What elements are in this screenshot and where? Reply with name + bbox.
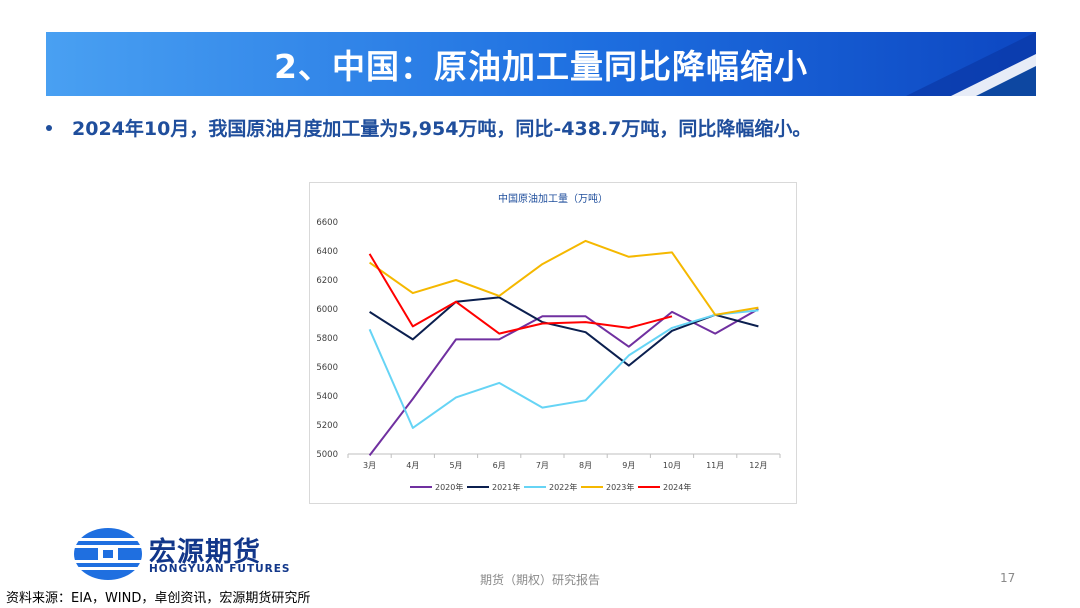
y-tick-label: 5400	[316, 392, 338, 402]
x-tick-label: 7月	[536, 461, 549, 470]
series-line-2022年	[368, 309, 759, 429]
x-tick-label: 3月	[363, 461, 376, 470]
x-tick-label: 4月	[406, 461, 419, 470]
title-banner: 2、中国：原油加工量同比降幅缩小	[46, 32, 1036, 96]
x-tick-label: 11月	[706, 461, 724, 470]
legend-label: 2023年	[606, 482, 634, 492]
x-tick-label: 9月	[622, 461, 635, 470]
series-line-2023年	[369, 239, 759, 316]
bullet-text: 2024年10月，我国原油月度加工量为5,954万吨，同比-438.7万吨，同比…	[72, 118, 812, 140]
y-tick-label: 6000	[316, 305, 338, 315]
x-tick-label: 6月	[493, 461, 506, 470]
x-tick-label: 5月	[449, 461, 462, 470]
y-tick-label: 5800	[316, 334, 338, 344]
source-note: 资料来源：EIA，WIND，卓创资讯，宏源期货研究所	[6, 591, 311, 606]
series-line-2020年	[368, 308, 759, 457]
y-tick-label: 5200	[316, 421, 338, 431]
line-chart: 中国原油加工量（万吨） 5000 5200 5400 5600 5800 6000 6200 6…	[309, 182, 797, 504]
legend-label: 2024年	[663, 482, 691, 492]
series-line-2021年	[369, 296, 759, 367]
y-tick-label: 6400	[316, 247, 338, 257]
legend-label: 2020年	[435, 482, 463, 492]
brand-name-cn: 宏源期货	[149, 537, 261, 568]
page-title: 2、中国：原油加工量同比降幅缩小	[274, 47, 808, 86]
series-line-2024年	[368, 253, 673, 335]
brand-logo: 宏源期货 HONGYUAN FUTURES	[72, 526, 322, 582]
brand-name-en: HONGYUAN FUTURES	[149, 563, 291, 575]
footer-report-label: 期货（期权）研究报告	[479, 573, 600, 587]
y-tick-label: 5000	[316, 450, 338, 460]
legend-label: 2022年	[549, 482, 577, 492]
legend-label: 2021年	[492, 482, 520, 492]
title-banner-shape	[46, 32, 1036, 96]
page-number: 17	[1000, 571, 1016, 585]
chart-canvas: 中国原油加工量（万吨） 5000 5200 5400 5600 5800 6000 6200 6…	[316, 192, 781, 492]
x-tick-label: 8月	[579, 461, 592, 470]
y-tick-label: 6600	[316, 218, 338, 228]
bullet-point: 2024年10月，我国原油月度加工量为5,954万吨，同比-438.7万吨，同比…	[44, 114, 811, 141]
x-tick-label: 10月	[663, 461, 681, 470]
hongyuan-logo-icon	[74, 528, 142, 580]
y-tick-label: 5600	[316, 363, 338, 373]
bullet-icon	[46, 124, 52, 131]
x-tick-label: 12月	[749, 461, 767, 470]
y-tick-label: 6200	[316, 276, 338, 286]
chart-title: 中国原油加工量（万吨）	[498, 192, 608, 205]
